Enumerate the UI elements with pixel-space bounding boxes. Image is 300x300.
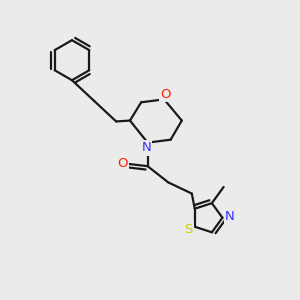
Text: N: N bbox=[141, 141, 151, 154]
Text: N: N bbox=[225, 210, 235, 223]
Text: O: O bbox=[160, 88, 171, 101]
Text: O: O bbox=[117, 157, 128, 170]
Text: S: S bbox=[184, 223, 192, 236]
